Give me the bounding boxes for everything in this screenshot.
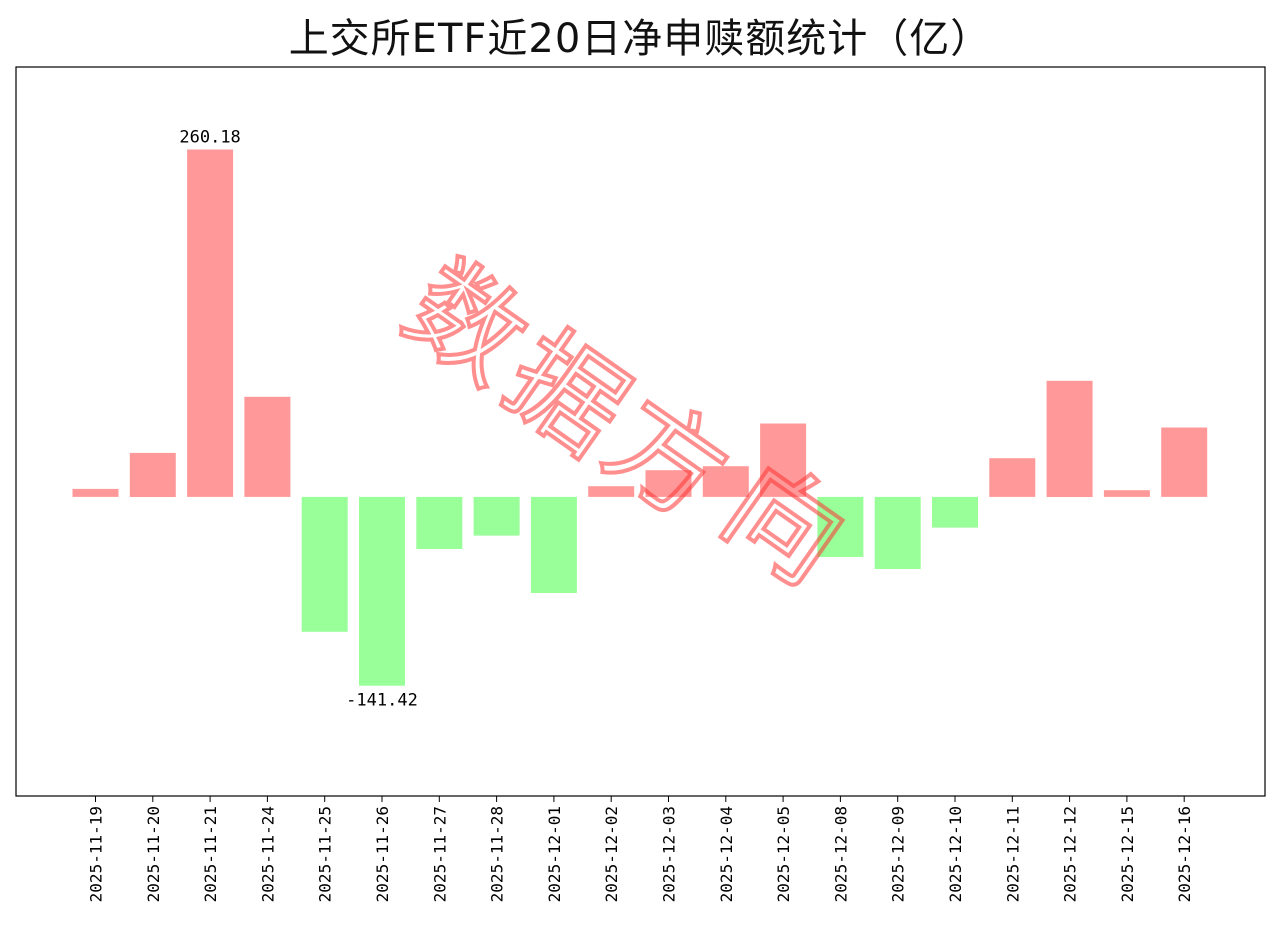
x-tick-label: 2025-12-09 [889,806,908,902]
bar-2025-12-08 [817,496,864,557]
bar-2025-12-10 [932,496,978,528]
x-tick-label: 2025-12-15 [1118,806,1137,902]
x-tick-label: 2025-12-16 [1175,806,1194,902]
bar-2025-12-12 [1046,380,1093,497]
x-tick-label: 2025-12-11 [1003,806,1022,902]
x-tick-label: 2025-11-24 [258,806,277,902]
bar-2025-11-21 [187,149,234,497]
bar-2025-11-19 [72,488,119,497]
plot-frame [15,66,1266,797]
x-tick-label: 2025-11-20 [144,806,163,902]
x-tick-label: 2025-12-03 [660,806,679,902]
x-tick-label: 2025-12-02 [602,806,621,902]
x-tick-label: 2025-11-26 [373,806,392,902]
bar-2025-12-01 [530,496,577,593]
data-label: -141.42 [346,691,418,711]
x-tick-label: 2025-12-04 [717,806,736,902]
x-tick-label: 2025-11-21 [201,806,220,902]
bar-2025-12-03 [645,470,692,497]
x-tick-label: 2025-12-10 [946,806,965,902]
chart-title: 上交所ETF近20日净申赎额统计（亿） [288,16,992,62]
bar-2025-12-11 [989,458,1036,497]
x-tick-label: 2025-11-27 [430,806,449,902]
bar-2025-11-28 [473,496,520,536]
x-tick-label: 2025-12-12 [1061,806,1080,902]
x-tick-label: 2025-12-08 [831,806,850,902]
bar-2025-11-24 [244,396,291,497]
x-ticks-group: 2025-11-19 2025-11-20 2025-11-21 2025-11-24… [87,796,1194,902]
x-tick-label: 2025-11-25 [316,806,335,902]
bar-2025-11-20 [129,452,176,497]
bar-2025-11-25 [301,496,348,632]
bars-group [72,149,1208,686]
bar-2025-12-15 [1103,490,1150,497]
bar-2025-12-09 [874,496,921,569]
x-tick-label: 2025-11-28 [488,806,507,902]
bar-2025-11-27 [416,496,463,549]
data-labels-group: 260.18 -141.42 [179,128,417,711]
data-label: 260.18 [179,128,240,148]
bar-2025-12-04 [702,466,749,497]
x-tick-label: 2025-12-05 [774,806,793,902]
bar-2025-11-26 [359,496,405,686]
bar-2025-12-05 [760,423,807,497]
x-tick-label: 2025-12-01 [545,806,564,902]
bar-2025-12-16 [1161,427,1208,497]
bar-2025-12-02 [588,486,635,497]
x-tick-label: 2025-11-19 [87,806,106,902]
